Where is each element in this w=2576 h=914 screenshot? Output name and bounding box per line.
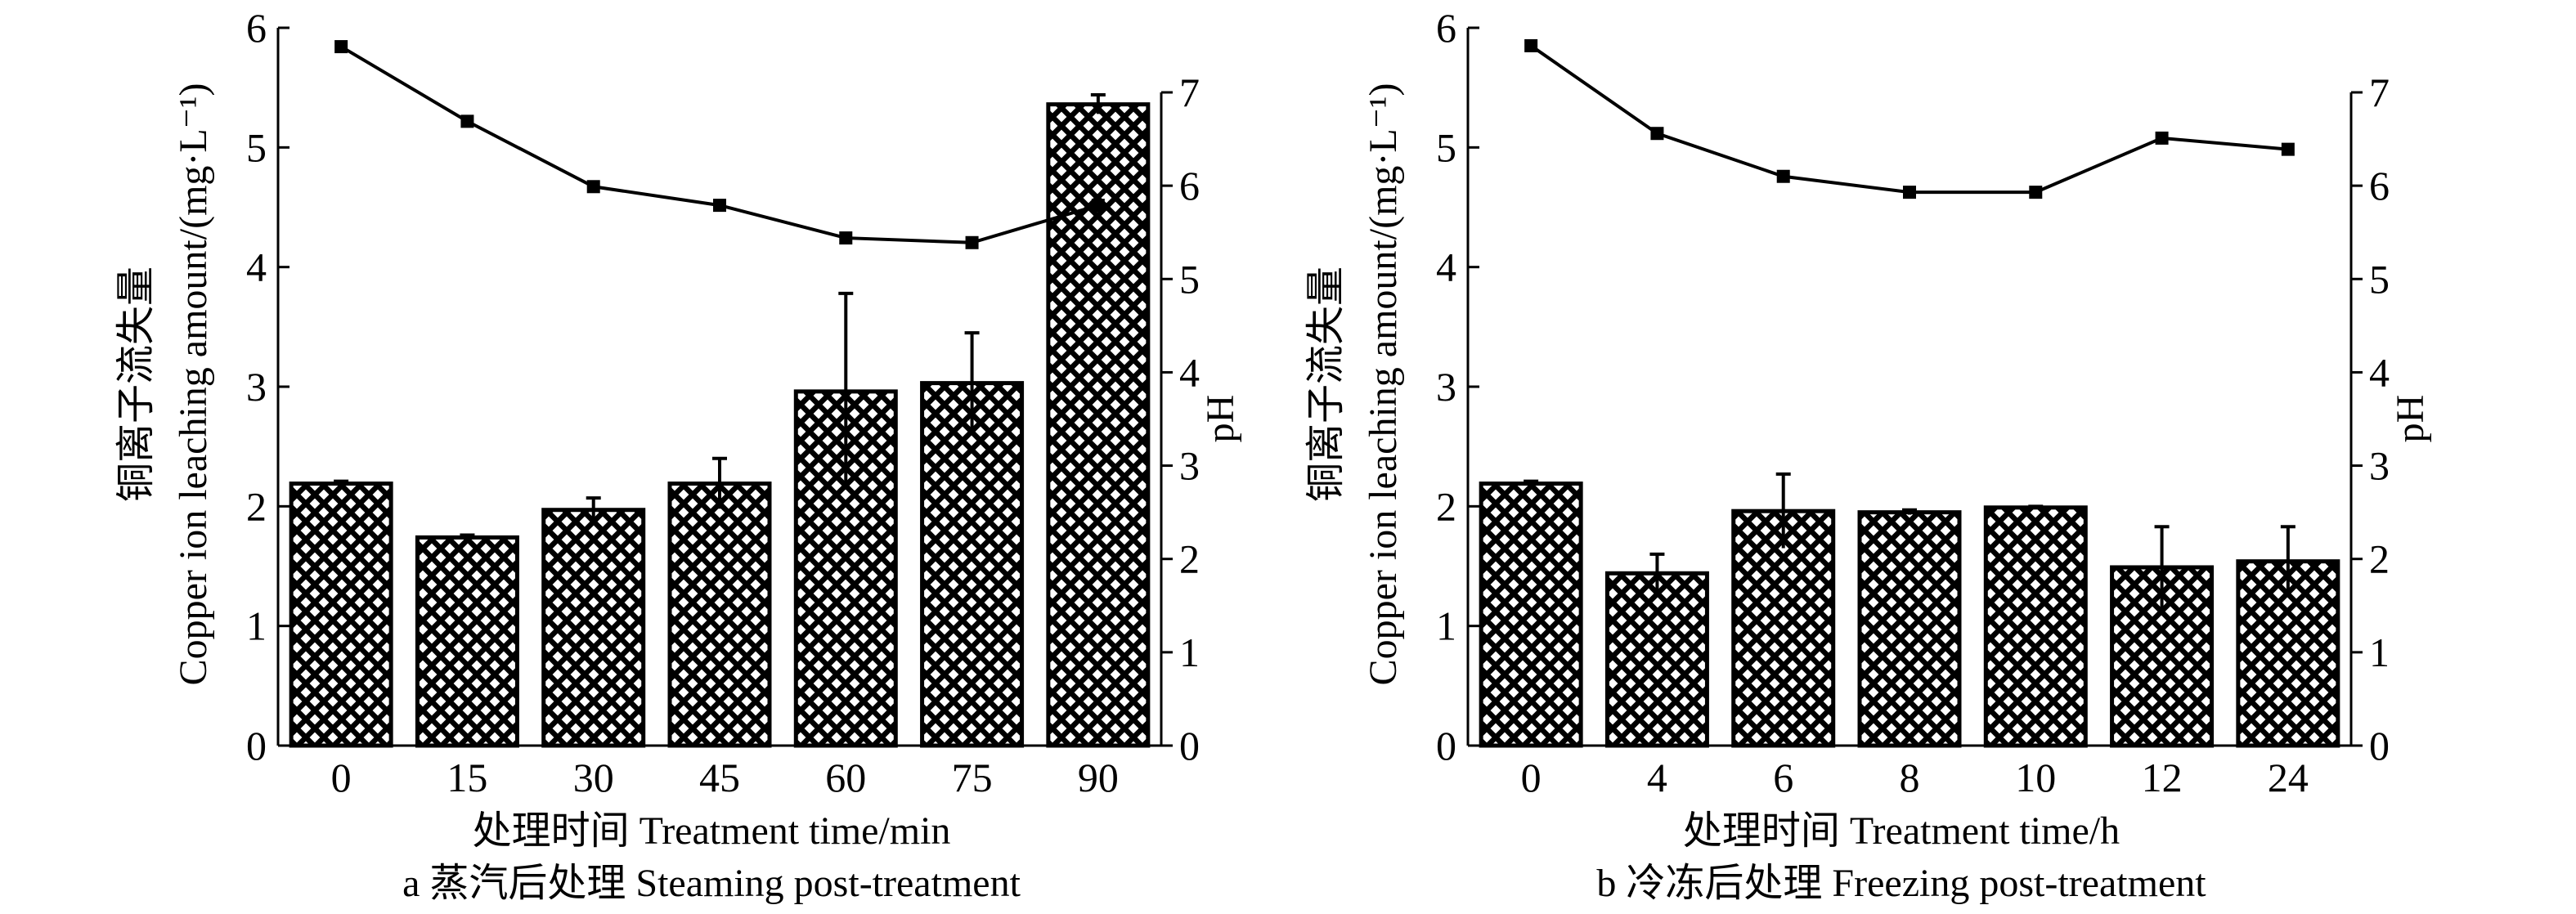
bar-75 — [920, 381, 1025, 748]
y2-axis-label: pH — [1199, 395, 1242, 443]
x-axis-label: 处理时间 Treatment time/h — [1683, 809, 2120, 853]
ph-point-60 — [839, 231, 853, 245]
y2-tick-label: 1 — [1179, 629, 1200, 675]
y2-tick-label: 3 — [2369, 443, 2390, 489]
ph-point-90 — [1091, 199, 1105, 213]
ph-point-15 — [460, 114, 474, 128]
y-tick-label: 1 — [1436, 603, 1456, 649]
x-tick-label: 75 — [952, 755, 993, 800]
x-tick-label: 45 — [699, 755, 740, 800]
panel-caption: a 蒸汽后处理 Steaming post-treatment — [402, 862, 1021, 905]
y2-tick-label: 6 — [2369, 163, 2390, 208]
y2-tick-label: 0 — [2369, 723, 2390, 768]
x-tick-label: 60 — [825, 755, 866, 800]
ph-point-8 — [1903, 186, 1916, 199]
y-tick-label: 0 — [246, 723, 267, 768]
y-tick-label: 2 — [246, 483, 267, 529]
y-tick-label: 5 — [1436, 124, 1456, 170]
y-tick-label: 2 — [1436, 483, 1456, 529]
ph-point-6 — [1776, 169, 1790, 183]
x-tick-label: 24 — [2268, 755, 2309, 800]
y2-axis-label: pH — [2389, 395, 2432, 443]
ph-point-12 — [2155, 131, 2169, 145]
ph-point-45 — [713, 199, 726, 213]
x-tick-label: 15 — [447, 755, 487, 800]
y2-tick-label: 5 — [2369, 256, 2390, 302]
y-tick-label: 3 — [1436, 364, 1456, 410]
y2-tick-label: 2 — [2369, 536, 2390, 582]
y2-tick-label: 3 — [1179, 443, 1200, 489]
y-tick-label: 6 — [1436, 5, 1456, 51]
y-axis-label-cn: 铜离子流失量 — [114, 267, 158, 502]
ph-point-0 — [334, 40, 348, 54]
ph-point-0 — [1524, 38, 1538, 52]
ph-point-30 — [586, 180, 600, 194]
y-tick-label: 4 — [1436, 244, 1456, 290]
x-axis-label: 处理时间 Treatment time/min — [473, 809, 951, 853]
x-tick-label: 30 — [573, 755, 614, 800]
x-tick-label: 4 — [1647, 755, 1667, 800]
x-tick-label: 12 — [2142, 755, 2183, 800]
x-tick-label: 8 — [1900, 755, 1920, 800]
ph-line — [340, 45, 1099, 244]
y-tick-label: 5 — [246, 124, 267, 170]
bar-30 — [541, 508, 646, 748]
y2-tick-label: 5 — [1179, 256, 1200, 302]
y2-tick-label: 1 — [2369, 629, 2390, 675]
ph-point-75 — [965, 235, 979, 249]
bar-0 — [289, 482, 393, 748]
y-axis-label: Copper ion leaching amount/(mg·L⁻¹) — [172, 83, 215, 686]
x-tick-label: 0 — [331, 755, 352, 800]
y2-tick-label: 7 — [2369, 69, 2390, 115]
y2-tick-label: 2 — [1179, 536, 1200, 582]
bar-0 — [1479, 482, 1583, 748]
y-axis-label-cn: 铜离子流失量 — [1304, 267, 1348, 502]
bar-45 — [667, 482, 772, 748]
y2-tick-label: 4 — [1179, 349, 1200, 395]
y-tick-label: 4 — [246, 244, 267, 290]
y2-tick-label: 0 — [1179, 723, 1200, 768]
x-tick-label: 0 — [1521, 755, 1542, 800]
bar-15 — [415, 535, 519, 748]
bar-10 — [1983, 505, 2088, 748]
y-tick-label: 0 — [1436, 723, 1456, 768]
y-tick-label: 6 — [246, 5, 267, 51]
ph-point-10 — [2029, 186, 2043, 199]
y-axis-label: Copper ion leaching amount/(mg·L⁻¹) — [1362, 83, 1405, 686]
bar-4 — [1604, 571, 1709, 748]
y-tick-label: 1 — [246, 603, 267, 649]
bar-8 — [1857, 510, 1962, 748]
ph-point-4 — [1650, 127, 1664, 141]
y2-tick-label: 6 — [1179, 163, 1200, 208]
x-tick-label: 10 — [2015, 755, 2056, 800]
y-tick-label: 3 — [246, 364, 267, 410]
x-tick-label: 6 — [1773, 755, 1793, 800]
panel-caption: b 冷冻后处理 Freezing post-treatment — [1596, 862, 2206, 905]
ph-point-24 — [2281, 142, 2295, 156]
x-tick-label: 90 — [1078, 755, 1119, 800]
y2-tick-label: 7 — [1179, 69, 1200, 115]
y2-tick-label: 4 — [2369, 349, 2390, 395]
ph-line — [1530, 44, 2289, 195]
